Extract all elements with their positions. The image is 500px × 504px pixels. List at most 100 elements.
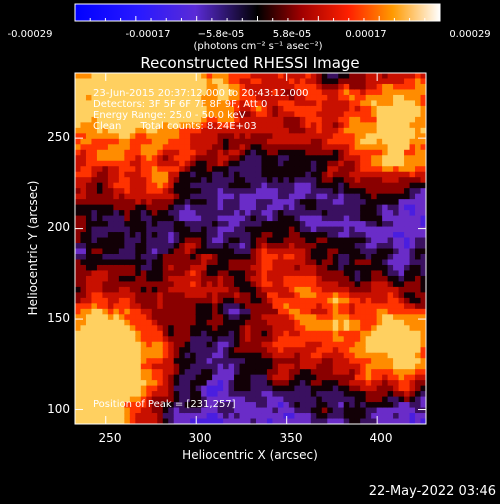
- heatmap-cell: [85, 286, 93, 293]
- heatmap-cell: [206, 94, 213, 102]
- heatmap-cell: [206, 100, 213, 107]
- heatmap-cell: [393, 78, 400, 85]
- heatmap-cell: [409, 407, 416, 414]
- heatmap-cell: [179, 127, 186, 134]
- heatmap-cell: [75, 270, 82, 277]
- heatmap-cell: [135, 144, 142, 151]
- heatmap-cell: [299, 270, 306, 277]
- heatmap-cell: [129, 144, 136, 151]
- heatmap-cell: [157, 352, 164, 359]
- heatmap-cell: [190, 275, 197, 282]
- heatmap-cell: [371, 89, 378, 96]
- heatmap-cell: [283, 308, 290, 315]
- heatmap-cell: [387, 149, 394, 156]
- heatmap-cell: [217, 391, 224, 398]
- heatmap-cell: [195, 275, 202, 282]
- heatmap-cell: [107, 144, 114, 151]
- heatmap-cell: [146, 221, 153, 228]
- heatmap-cell: [146, 303, 153, 310]
- heatmap-cell: [179, 330, 186, 337]
- heatmap-cell: [327, 73, 334, 80]
- heatmap-cell: [201, 182, 208, 189]
- heatmap-cell: [234, 303, 241, 310]
- heatmap-cell: [305, 402, 312, 409]
- heatmap-cell: [266, 413, 274, 420]
- heatmap-cell: [393, 166, 400, 173]
- heatmap-cell: [201, 336, 208, 343]
- heatmap-cell: [266, 248, 274, 255]
- heatmap-cell: [234, 160, 241, 167]
- heatmap-cell: [228, 133, 235, 140]
- heatmap-cell: [157, 177, 164, 184]
- heatmap-cell: [151, 391, 158, 398]
- heatmap-cell: [173, 336, 180, 343]
- heatmap-cell: [80, 281, 87, 288]
- heatmap-cell: [266, 177, 274, 184]
- heatmap-cell: [338, 182, 345, 189]
- heatmap-cell: [217, 248, 224, 255]
- heatmap-cell: [206, 83, 213, 91]
- heatmap-cell: [168, 83, 175, 91]
- heatmap-cell: [393, 177, 400, 184]
- heatmap-cell: [151, 221, 158, 228]
- heatmap-cell: [420, 418, 426, 424]
- heatmap-cell: [393, 149, 400, 156]
- heatmap-cell: [277, 374, 284, 381]
- heatmap-cell: [316, 232, 323, 239]
- heatmap-cell: [223, 116, 230, 123]
- heatmap-cell: [179, 385, 186, 392]
- heatmap-cell: [310, 210, 317, 217]
- heatmap-cell: [360, 83, 367, 91]
- heatmap-cell: [107, 396, 114, 403]
- heatmap-cell: [85, 352, 93, 359]
- heatmap-cell: [343, 221, 350, 228]
- heatmap-cell: [217, 281, 224, 288]
- heatmap-cell: [420, 385, 426, 392]
- heatmap-cell: [255, 303, 263, 310]
- heatmap-cell: [179, 374, 186, 381]
- heatmap-cell: [382, 243, 389, 250]
- heatmap-cell: [343, 100, 350, 107]
- heatmap-cell: [195, 363, 202, 370]
- heatmap-cell: [277, 160, 284, 167]
- heatmap-cell: [266, 396, 274, 403]
- heatmap-cell: [162, 325, 169, 332]
- heatmap-cell: [146, 138, 153, 145]
- heatmap-cell: [212, 358, 219, 365]
- heatmap-cell: [255, 133, 263, 140]
- heatmap-cell: [415, 325, 422, 332]
- heatmap-cell: [398, 347, 405, 354]
- heatmap-cell: [102, 78, 109, 85]
- heatmap-cell: [261, 199, 268, 206]
- heatmap-cell: [96, 127, 104, 134]
- heatmap-cell: [239, 402, 246, 409]
- heatmap-cell: [310, 127, 317, 134]
- heatmap-cell: [371, 407, 378, 414]
- heatmap-cell: [338, 210, 345, 217]
- heatmap-cell: [250, 149, 257, 156]
- heatmap-cell: [91, 226, 98, 233]
- heatmap-cell: [124, 100, 131, 107]
- heatmap-cell: [140, 100, 147, 107]
- heatmap-cell: [393, 374, 400, 381]
- heatmap-cell: [382, 391, 389, 398]
- heatmap-cell: [415, 122, 422, 129]
- heatmap-cell: [376, 292, 383, 299]
- heatmap-cell: [96, 215, 104, 222]
- heatmap-cell: [338, 144, 345, 151]
- heatmap-cell: [113, 105, 120, 112]
- heatmap-cell: [190, 105, 197, 112]
- heatmap-cell: [420, 358, 426, 365]
- heatmap-cell: [151, 259, 158, 266]
- heatmap-cell: [217, 259, 224, 266]
- heatmap-cell: [398, 363, 405, 370]
- heatmap-cell: [327, 402, 334, 409]
- heatmap-cell: [140, 144, 147, 151]
- heatmap-cell: [371, 380, 378, 387]
- heatmap-cell: [162, 297, 169, 304]
- heatmap-cell: [107, 122, 114, 129]
- heatmap-cell: [250, 138, 257, 145]
- heatmap-cell: [409, 204, 416, 211]
- heatmap-cell: [129, 78, 136, 85]
- heatmap-cell: [382, 363, 389, 370]
